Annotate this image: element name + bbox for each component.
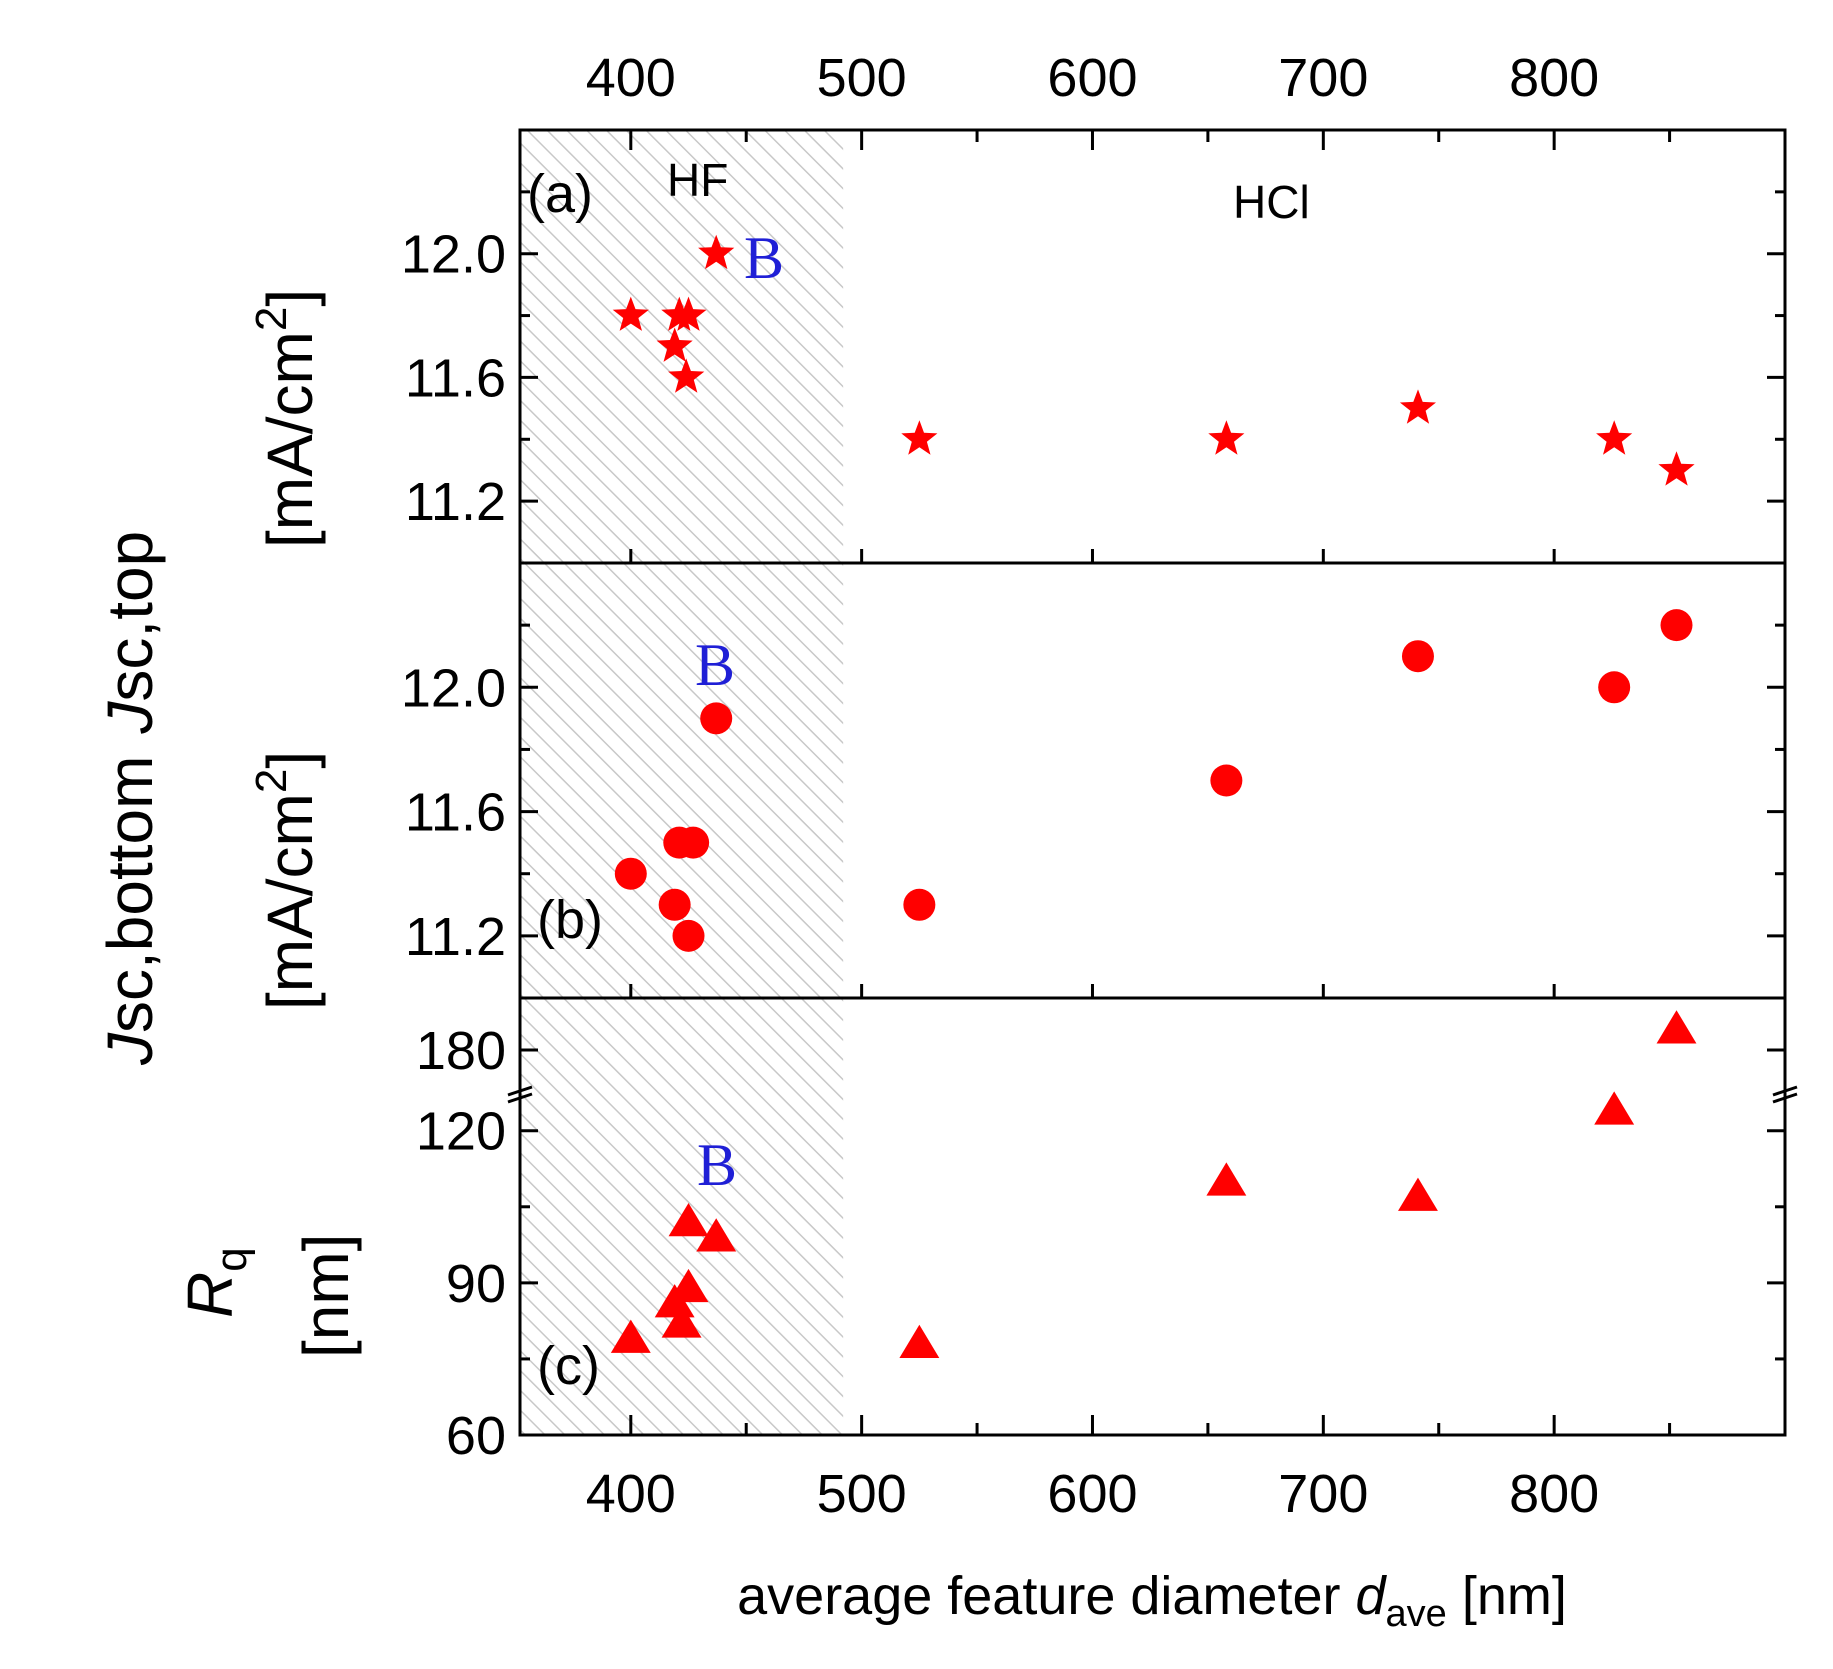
marker-circle-10 (1660, 609, 1693, 642)
panel-a-label: (a) (527, 164, 593, 224)
marker-star-8 (1399, 389, 1436, 424)
marker-star-3 (670, 296, 707, 331)
marker-triangle-9 (1594, 1091, 1635, 1125)
x-ticks-bottom: 400 500 600 700 800 (586, 549, 1672, 1524)
y-ticks: 11.2 11.6 12.0 11.2 11.6 12.0 60 90 120 180 (401, 190, 1785, 1466)
marker-star-7 (1208, 420, 1245, 455)
marker-star-6 (901, 420, 938, 455)
marker-triangle-5 (696, 1218, 737, 1252)
y-tick-label: 12.0 (401, 658, 506, 718)
panel-c-frame (518, 996, 1787, 1437)
marker-circle-5 (700, 702, 733, 735)
marker-triangle-8 (1398, 1177, 1438, 1211)
x-tick-label-top: 800 (1509, 48, 1599, 108)
marker-triangle-4 (668, 1203, 709, 1237)
marker-star-4 (668, 358, 705, 393)
marker-circle-3 (677, 826, 710, 859)
x-tick-label-top: 700 (1278, 48, 1368, 108)
y-tick-label: 11.6 (405, 348, 506, 408)
marker-circle-7 (1210, 764, 1243, 797)
marker-triangle-0 (610, 1319, 651, 1353)
x-tick-label-bottom: 500 (817, 1464, 907, 1524)
y-unit-mid: [mA/cm2] (247, 751, 326, 1010)
region-hf-label: HF (667, 154, 728, 206)
y-tick-label: 11.2 (405, 472, 506, 532)
marker-triangle-7 (1206, 1162, 1247, 1196)
y-axis-label-jsc: Jsc,bottomJsc,top (94, 531, 166, 1066)
marker-circle-0 (614, 857, 647, 890)
x-tick-label-bottom: 400 (586, 1464, 676, 1524)
marker-star-1 (656, 327, 693, 362)
y-label-rq: Rq (174, 1247, 256, 1318)
b-annotation-b: B (695, 632, 735, 698)
panel-frames (518, 128, 1787, 1437)
y-unit-top: [mA/cm2] (247, 289, 326, 548)
marker-circle-9 (1598, 671, 1631, 704)
y-label-jsc-bottom: sc,bottom (94, 756, 166, 1033)
panel-b-label: (b) (537, 890, 603, 950)
x-axis-label: average feature diameter dave [nm] (737, 1566, 1567, 1635)
marker-circle-4 (672, 919, 705, 952)
y-unit-rq: [nm] (290, 1234, 362, 1358)
marker-triangle-3 (668, 1268, 709, 1303)
marker-star-0 (612, 296, 649, 331)
marker-circle-6 (903, 888, 936, 921)
y-tick-label: 11.6 (405, 783, 506, 843)
b-annotation-a: B (744, 225, 784, 291)
marker-star-5 (698, 234, 735, 270)
y-tick-label: 180 (416, 1021, 506, 1081)
x-ticks-top: 400 500 600 700 800 (586, 48, 1672, 150)
marker-triangle-10 (1656, 1010, 1697, 1044)
y-label-jsc-top: sc,top (94, 531, 166, 702)
marker-circle-8 (1401, 640, 1434, 673)
marker-triangle-6 (899, 1324, 940, 1358)
marker-triangle-2 (661, 1304, 702, 1338)
marker-star-10 (1658, 451, 1695, 486)
axis-break-marks (507, 1085, 1798, 1104)
x-tick-label-bottom: 700 (1278, 1464, 1368, 1524)
region-hcl-label: HCl (1233, 176, 1310, 228)
data-markers (610, 234, 1697, 1358)
x-tick-label-top: 500 (817, 48, 907, 108)
b-annotation-c: B (697, 1132, 737, 1198)
marker-star-9 (1596, 420, 1633, 455)
y-tick-label: 60 (446, 1406, 506, 1466)
marker-circle-1 (658, 888, 691, 921)
x-tick-label-bottom: 800 (1509, 1464, 1599, 1524)
y-tick-label: 11.2 (405, 907, 506, 967)
x-tick-label-bottom: 600 (1047, 1464, 1137, 1524)
y-tick-label: 12.0 (401, 225, 506, 285)
y-tick-label: 120 (416, 1102, 506, 1162)
y-tick-label: 90 (446, 1254, 506, 1314)
panel-c-label: (c) (537, 1336, 600, 1396)
x-tick-label-top: 400 (586, 48, 676, 108)
x-tick-label-top: 600 (1047, 48, 1137, 108)
